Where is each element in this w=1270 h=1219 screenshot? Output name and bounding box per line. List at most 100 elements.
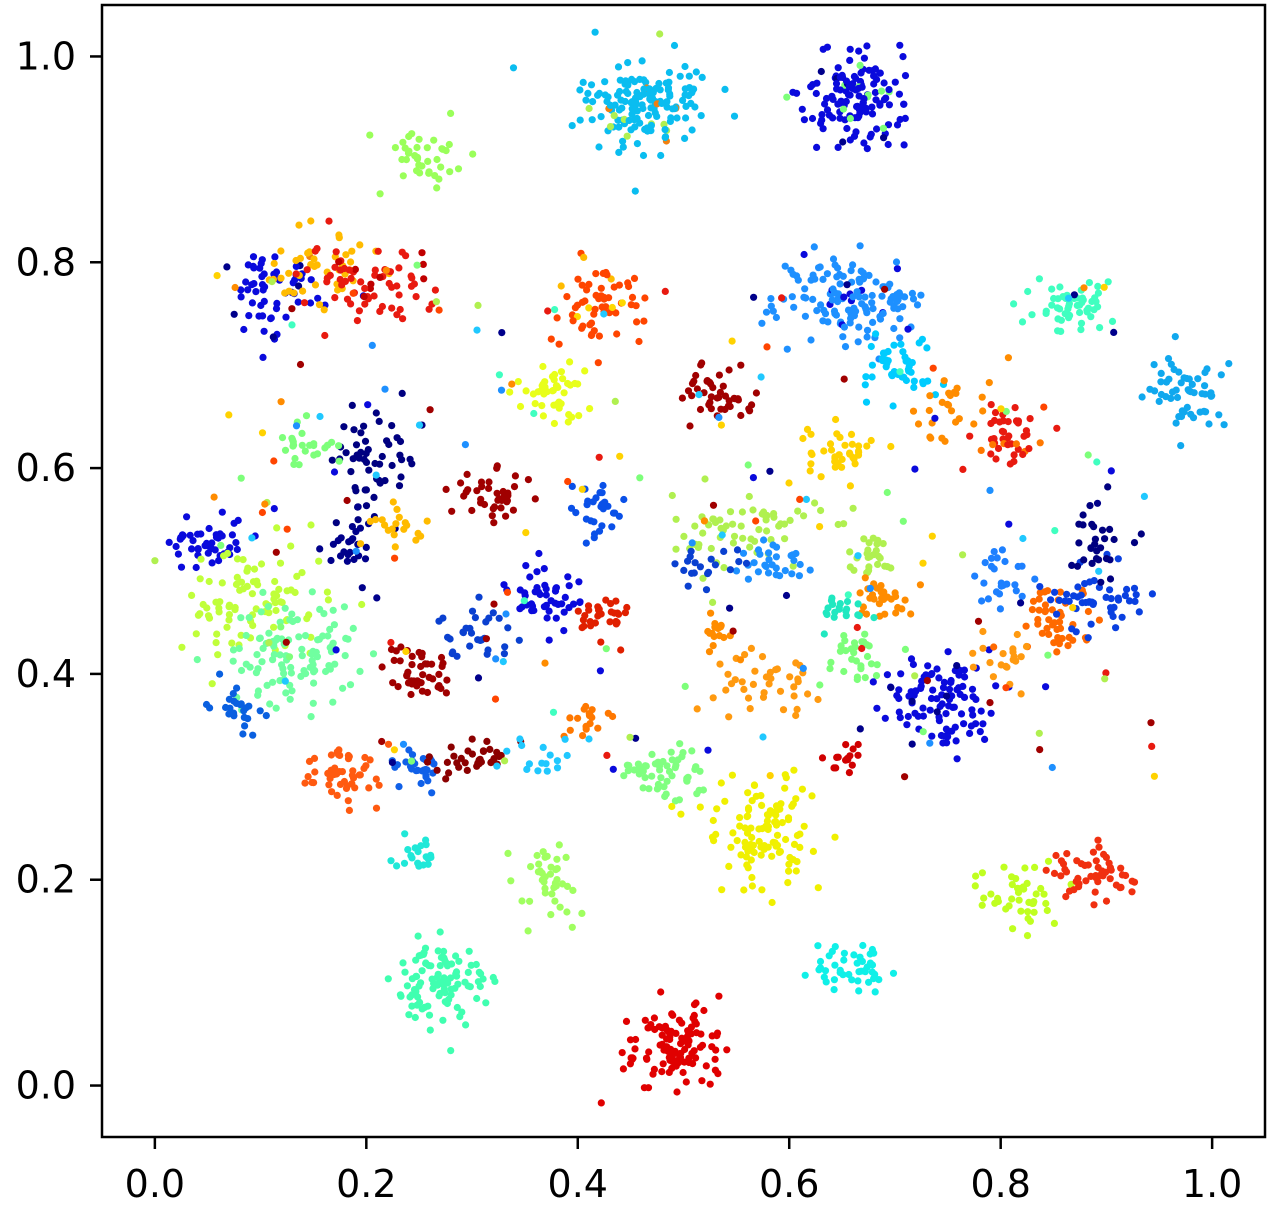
- scatter-point: [417, 842, 425, 850]
- scatter-point: [595, 143, 603, 151]
- scatter-point: [414, 766, 422, 775]
- scatter-point: [384, 740, 393, 748]
- scatter-point: [344, 635, 352, 643]
- scatter-point: [865, 271, 873, 279]
- scatter-point: [393, 311, 401, 319]
- scatter-point: [660, 1046, 668, 1054]
- scatter-point: [330, 468, 339, 476]
- scatter-point: [663, 777, 671, 785]
- scatter-point: [662, 790, 670, 798]
- scatter-point: [364, 401, 372, 409]
- scatter-point: [636, 93, 644, 101]
- scatter-point: [1025, 445, 1033, 453]
- scatter-point: [1063, 590, 1071, 598]
- scatter-point: [1026, 415, 1034, 423]
- scatter-point: [846, 56, 854, 64]
- scatter-point: [810, 243, 818, 251]
- scatter-point: [831, 961, 839, 969]
- scatter-point: [763, 527, 771, 535]
- scatter-point: [230, 310, 238, 318]
- scatter-point: [740, 685, 748, 694]
- scatter-point: [557, 368, 566, 376]
- scatter-point: [1040, 890, 1048, 898]
- scatter-point: [661, 126, 669, 134]
- scatter-point: [873, 704, 881, 712]
- scatter-point: [990, 643, 998, 651]
- scatter-point: [305, 757, 314, 766]
- scatter-point: [955, 415, 963, 423]
- scatter-point: [707, 555, 715, 563]
- scatter-point: [594, 724, 602, 732]
- scatter-point: [392, 647, 400, 655]
- scatter-point: [834, 100, 842, 108]
- scatter-point: [1032, 890, 1040, 898]
- scatter-point: [1022, 622, 1030, 630]
- scatter-point: [276, 651, 284, 659]
- scatter-point: [766, 668, 775, 676]
- scatter-point: [851, 460, 859, 468]
- scatter-point: [733, 837, 741, 845]
- scatter-point: [600, 310, 608, 318]
- scatter-point: [574, 380, 582, 388]
- scatter-point: [640, 317, 648, 325]
- scatter-point: [1088, 559, 1096, 568]
- scatter-point: [692, 1020, 700, 1028]
- scatter-point: [766, 772, 774, 780]
- scatter-point: [1180, 374, 1188, 382]
- scatter-point: [668, 802, 676, 811]
- scatter-point: [1137, 530, 1145, 538]
- scatter-point: [428, 789, 436, 797]
- scatter-point: [1200, 407, 1208, 415]
- scatter-point: [395, 482, 404, 490]
- scatter-point: [282, 313, 290, 321]
- scatter-point: [349, 455, 357, 463]
- scatter-point: [456, 1013, 464, 1021]
- scatter-point: [668, 772, 676, 780]
- scatter-point: [258, 281, 267, 289]
- scatter-point: [269, 333, 277, 341]
- scatter-point: [579, 78, 587, 86]
- scatter-point: [901, 596, 909, 604]
- scatter-point: [582, 515, 591, 523]
- scatter-point: [490, 519, 498, 527]
- scatter-point: [611, 509, 619, 517]
- scatter-point: [539, 412, 548, 420]
- scatter-point: [745, 405, 753, 413]
- points-layer: [151, 28, 1233, 1107]
- scatter-point: [802, 495, 811, 503]
- scatter-point: [854, 740, 862, 749]
- scatter-point: [861, 674, 869, 682]
- scatter-point: [887, 683, 895, 692]
- scatter-point: [966, 432, 974, 440]
- scatter-point: [856, 589, 864, 597]
- scatter-point: [847, 430, 856, 438]
- scatter-point: [821, 100, 829, 108]
- scatter-point: [783, 93, 791, 101]
- scatter-point: [1117, 883, 1125, 892]
- scatter-point: [1044, 587, 1052, 595]
- scatter-point: [736, 814, 744, 822]
- scatter-point: [776, 687, 785, 695]
- scatter-point: [908, 740, 916, 748]
- scatter-point: [672, 515, 680, 523]
- scatter-point: [1020, 432, 1028, 440]
- scatter-point: [1106, 586, 1114, 594]
- scatter-point: [342, 784, 351, 793]
- scatter-point: [820, 630, 828, 638]
- scatter-point: [869, 678, 877, 686]
- scatter-point: [768, 898, 776, 907]
- scatter-point: [277, 274, 285, 282]
- scatter-point: [615, 148, 623, 156]
- scatter-point: [1010, 457, 1018, 466]
- scatter-point: [396, 437, 405, 446]
- scatter-point: [343, 295, 352, 303]
- scatter-point: [656, 30, 664, 38]
- scatter-point: [832, 764, 840, 772]
- scatter-point: [1070, 886, 1078, 894]
- scatter-point: [872, 672, 881, 680]
- scatter-point: [749, 841, 758, 849]
- scatter-point: [829, 114, 837, 122]
- scatter-point: [1201, 382, 1209, 390]
- scatter-point: [1151, 387, 1159, 395]
- scatter-point: [508, 380, 516, 388]
